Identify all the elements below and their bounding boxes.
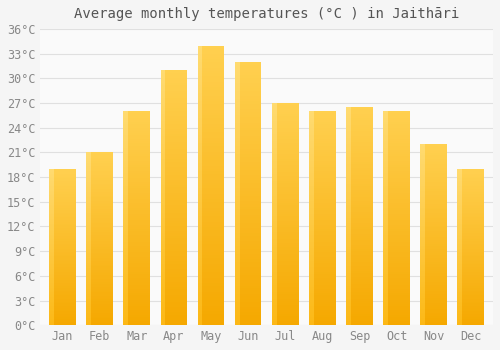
Title: Average monthly temperatures (°C ) in Jaithāri: Average monthly temperatures (°C ) in Ja… [74, 7, 460, 21]
